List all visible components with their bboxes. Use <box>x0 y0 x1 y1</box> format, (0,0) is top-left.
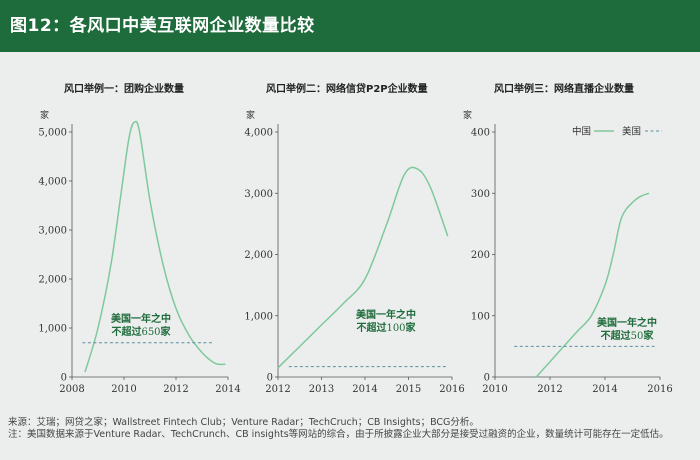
source-note: 来源：艾瑞；网贷之家；Wallstreet Fintech Club；Ventu… <box>8 417 479 428</box>
chart3-title: 风口举例三：网络直播企业数量 <box>494 84 634 95</box>
chart3-panel: 家 0 100 200 300 400 2010 2012 2014 2016 美国一年之中不超过5… <box>463 109 673 395</box>
footer: 来源：艾瑞；网贷之家；Wallstreet Fintech Club；Ventu… <box>8 417 698 441</box>
y-tick-label: 1,000 <box>38 324 67 335</box>
x-tick-label: 2016 <box>647 384 672 395</box>
annotation-suffix: 家 <box>406 321 417 334</box>
y-tick-label: 4,000 <box>38 177 67 188</box>
x-tick-label: 2012 <box>265 384 290 395</box>
chart1-title: 风口举例一：团购企业数量 <box>64 84 184 95</box>
figure-title: 图12：各风口中美互联网企业数量比较 <box>0 0 700 52</box>
annotation-prefix: 不超过 <box>111 325 141 338</box>
x-tick-label: 2008 <box>59 384 84 395</box>
annotation-line2: 不超过100家 <box>356 321 416 334</box>
x-tick-label: 2013 <box>309 384 334 395</box>
annotation-line2: 不超过50家 <box>601 329 655 342</box>
annotation-suffix: 家 <box>161 325 172 338</box>
y-tick-label: 0 <box>61 373 67 384</box>
y-unit-label: 家 <box>246 109 255 121</box>
y-tick-label: 100 <box>471 311 490 322</box>
legend-us-label: 美国 <box>622 126 641 138</box>
china-series-line <box>535 192 650 378</box>
x-tick-label: 2010 <box>111 384 136 395</box>
annotation-number: 650 <box>141 327 160 338</box>
annotation-suffix: 家 <box>643 329 654 342</box>
y-tick-label: 300 <box>471 189 490 200</box>
x-tick-label: 2015 <box>396 384 421 395</box>
y-tick-label: 5,000 <box>38 128 67 139</box>
data-note: 注：美国数据来源于Venture Radar、TechCrunch、CB ins… <box>8 429 669 440</box>
annotation-line2: 不超过650家 <box>111 325 171 338</box>
y-tick-label: 1,000 <box>244 311 273 322</box>
annotation-prefix: 不超过 <box>601 329 631 342</box>
x-tick-label: 2014 <box>215 384 240 395</box>
chart2-title: 风口举例二：网络信贷P2P企业数量 <box>266 84 428 95</box>
chart1-panel: 家 0 1,000 2,000 3,000 4,000 5,000 2008 2010 2012 2… <box>38 109 240 395</box>
annotation-line1: 美国一年之中 <box>111 312 171 325</box>
x-tick-label: 2010 <box>482 384 507 395</box>
annotation-number: 50 <box>631 331 644 342</box>
china-series-line <box>84 120 226 373</box>
x-tick-label: 2016 <box>439 384 464 395</box>
y-unit-label: 家 <box>40 109 49 121</box>
annotation-line1: 美国一年之中 <box>356 308 416 321</box>
y-tick-label: 3,000 <box>244 189 273 200</box>
x-tick-label: 2014 <box>352 384 377 395</box>
y-tick-label: 200 <box>471 250 490 261</box>
y-tick-label: 0 <box>267 373 273 384</box>
annotation-number: 100 <box>386 323 405 334</box>
x-tick-label: 2014 <box>592 384 617 395</box>
chart2-panel: 家 0 1,000 2,000 3,000 4,000 2012 2013 2014 2015 20… <box>244 109 464 395</box>
legend-china-label: 中国 <box>572 126 591 138</box>
y-tick-label: 4,000 <box>244 128 273 139</box>
x-tick-label: 2012 <box>163 384 188 395</box>
x-tick-label: 2012 <box>537 384 562 395</box>
annotation-prefix: 不超过 <box>356 321 386 334</box>
y-tick-label: 0 <box>484 373 490 384</box>
y-tick-label: 2,000 <box>244 250 273 261</box>
y-tick-label: 3,000 <box>38 226 67 237</box>
y-tick-label: 2,000 <box>38 275 67 286</box>
china-series-line <box>277 166 449 369</box>
y-unit-label: 家 <box>463 109 472 121</box>
y-tick-label: 400 <box>471 128 490 139</box>
annotation-line1: 美国一年之中 <box>597 316 657 329</box>
